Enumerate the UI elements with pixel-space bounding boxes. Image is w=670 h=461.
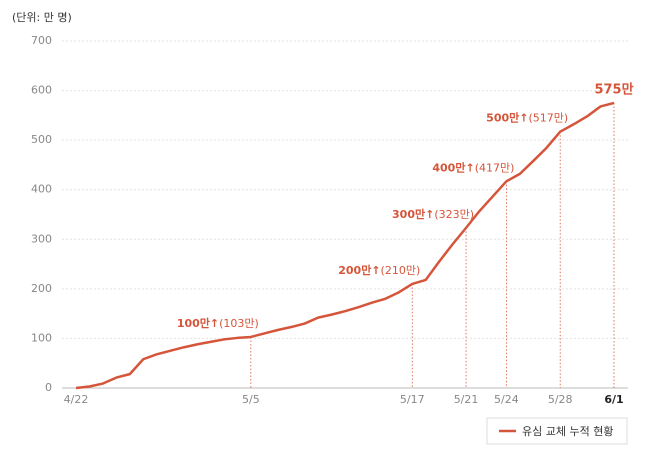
x-tick-label: 5/21 (454, 393, 479, 406)
value-label: (210만) (381, 264, 421, 277)
value-label: (517만) (528, 112, 568, 125)
unit-label: (단위: 만 명) (12, 11, 72, 24)
x-tick-label: 5/5 (242, 393, 260, 406)
value-label: (323만) (434, 208, 474, 221)
line (75, 101, 615, 390)
x-tick-label: 5/28 (548, 393, 573, 406)
annotation: 300만↑(323만) (392, 207, 474, 221)
x-tick-label: 4/22 (64, 393, 89, 406)
y-tick-label: 400 (31, 183, 52, 196)
x-tick-label: 5/17 (400, 393, 425, 406)
milestone-label: 100만↑ (177, 316, 219, 330)
annotation: 500만↑(517만) (486, 111, 568, 125)
value-label: (417만) (475, 161, 515, 174)
value-label: (103만) (219, 317, 259, 330)
x-tick-label: 6/1 (604, 393, 623, 406)
y-tick-label: 100 (31, 331, 52, 344)
y-tick-label: 200 (31, 282, 52, 295)
annotation: 400만↑(417만) (432, 160, 514, 174)
legend-label: 유심 교체 누적 현황 (522, 425, 613, 438)
y-tick-label: 700 (31, 34, 52, 47)
y-tick-label: 300 (31, 232, 52, 245)
annotation: 200만↑(210만) (338, 263, 420, 277)
annotation: 100만↑(103만) (177, 316, 259, 330)
y-tick-label: 600 (31, 84, 52, 97)
milestone-label: 400만↑ (432, 160, 474, 174)
y-tick-label: 500 (31, 133, 52, 146)
y-tick-label: 0 (45, 381, 52, 394)
milestone-label: 500만↑ (486, 111, 528, 125)
x-tick-label: 5/24 (494, 393, 519, 406)
value-label: 575만 (594, 81, 633, 97)
milestone-label: 200만↑ (338, 263, 380, 277)
milestone-label: 300만↑ (392, 207, 434, 221)
